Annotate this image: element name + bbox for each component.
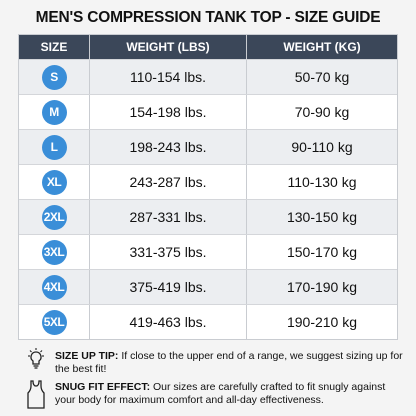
table-row: S 110-154 lbs. 50-70 kg (19, 59, 397, 94)
size-cell: M (19, 95, 89, 129)
weight-lbs-cell: 110-154 lbs. (89, 60, 246, 94)
weight-kg-cell: 190-210 kg (246, 305, 397, 339)
weight-lbs-cell: 287-331 lbs. (89, 200, 246, 234)
table-row: M 154-198 lbs. 70-90 kg (19, 94, 397, 129)
tip-text: If close to the upper end of a range, we… (55, 350, 403, 375)
tip: SNUG FIT EFFECT: Our sizes are carefully… (55, 381, 405, 406)
size-cell: 4XL (19, 270, 89, 304)
size-cell: 5XL (19, 305, 89, 339)
size-badge: L (41, 134, 67, 160)
size-cell: S (19, 60, 89, 94)
size-badge: 2XL (41, 204, 67, 230)
weight-lbs-cell: 154-198 lbs. (89, 95, 246, 129)
weight-kg-cell: 50-70 kg (246, 60, 397, 94)
weight-lbs-cell: 198-243 lbs. (89, 130, 246, 164)
weight-kg-cell: 150-170 kg (246, 235, 397, 269)
size-badge: 5XL (41, 309, 67, 335)
size-cell: XL (19, 165, 89, 199)
size-cell: 2XL (19, 200, 89, 234)
size-cell: 3XL (19, 235, 89, 269)
weight-lbs-cell: 243-287 lbs. (89, 165, 246, 199)
table-row: 4XL 375-419 lbs. 170-190 kg (19, 269, 397, 304)
size-badge: 4XL (41, 274, 67, 300)
weight-kg-cell: 130-150 kg (246, 200, 397, 234)
size-cell: L (19, 130, 89, 164)
size-badge: S (41, 64, 67, 90)
lightbulb-icon (28, 348, 44, 369)
tip: SIZE UP TIP: If close to the upper end o… (55, 350, 405, 375)
tank-top-icon (27, 380, 45, 409)
size-badge: XL (41, 169, 67, 195)
column-header: WEIGHT (KG) (246, 35, 397, 59)
column-header: WEIGHT (LBS) (89, 35, 246, 59)
size-badge: 3XL (41, 239, 67, 265)
weight-kg-cell: 90-110 kg (246, 130, 397, 164)
header-row: SIZE WEIGHT (LBS) WEIGHT (KG) (19, 35, 397, 59)
weight-lbs-cell: 375-419 lbs. (89, 270, 246, 304)
weight-kg-cell: 70-90 kg (246, 95, 397, 129)
table-row: XL 243-287 lbs. 110-130 kg (19, 164, 397, 199)
size-table: SIZE WEIGHT (LBS) WEIGHT (KG) S 110-154 l… (18, 34, 398, 340)
tip-text: Our sizes are carefully crafted to fit s… (55, 381, 386, 406)
weight-lbs-cell: 419-463 lbs. (89, 305, 246, 339)
column-header: SIZE (40, 40, 68, 54)
size-badge: M (41, 99, 67, 125)
weight-kg-cell: 170-190 kg (246, 270, 397, 304)
weight-lbs-cell: 331-375 lbs. (89, 235, 246, 269)
table-row: 5XL 419-463 lbs. 190-210 kg (19, 304, 397, 339)
table-row: 3XL 331-375 lbs. 150-170 kg (19, 234, 397, 269)
tip-label: SIZE UP TIP: (55, 350, 119, 362)
weight-kg-cell: 110-130 kg (246, 165, 397, 199)
tip-label: SNUG FIT EFFECT: (55, 381, 151, 393)
table-row: 2XL 287-331 lbs. 130-150 kg (19, 199, 397, 234)
title: MEN'S COMPRESSION TANK TOP - SIZE GUIDE (35, 9, 381, 26)
table-row: L 198-243 lbs. 90-110 kg (19, 129, 397, 164)
